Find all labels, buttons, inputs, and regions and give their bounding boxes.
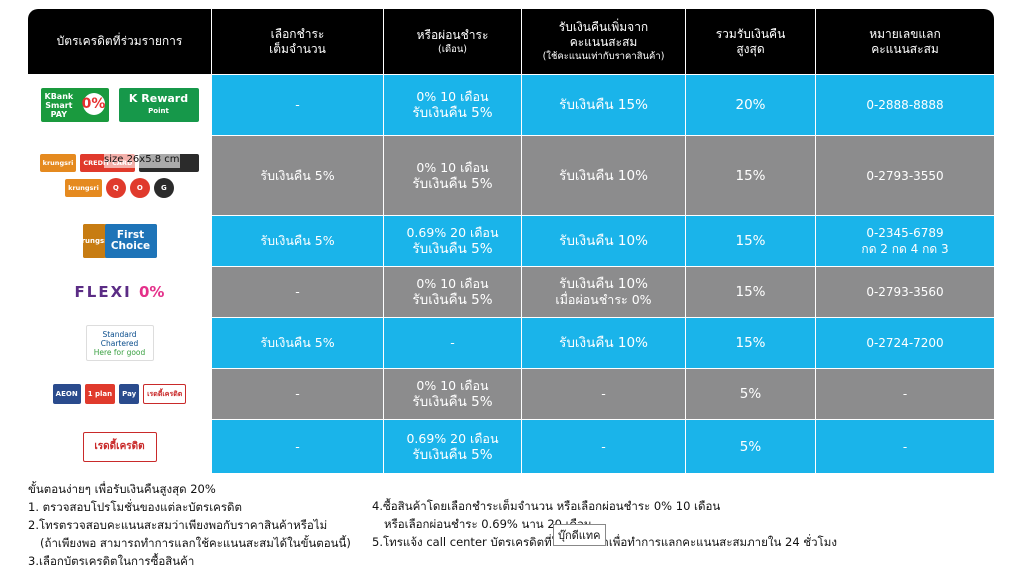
table-row: เรดดี้เครดิต - 0.69% 20 เดือน รับเงินคืน …: [28, 419, 994, 473]
installment-cell: 0.69% 20 เดือน รับเงินคืน 5%: [383, 215, 521, 266]
q-card-logo: Q: [105, 177, 126, 198]
krungsri-logo: krungsri: [65, 178, 102, 197]
card-logos: krungsri First Choice: [28, 215, 211, 266]
header-full-payment: เลือกชำระ เต็มจำนวน: [211, 9, 383, 74]
note-step-2: 2.โทรตรวจสอบคะแนนสะสมว่าเพียงพอกับราคาสิ…: [28, 518, 328, 532]
table-row: FLEXI 0% - 0% 10 เดือน รับเงินคืน 5% รับเ…: [28, 266, 994, 317]
full-payment-cell: -: [211, 419, 383, 473]
full-payment-cell: -: [211, 74, 383, 135]
phone-cell: -: [815, 419, 994, 473]
table-row: AEON 1 plan Pay เรดดี้เครดิต - 0% 10 เดื…: [28, 368, 994, 419]
tooltip: บุ๊กดีแทค: [553, 524, 606, 546]
ready-credit-logo: เรดดี้เครดิต: [143, 384, 187, 404]
aeon-logo: AEON: [52, 384, 81, 404]
kbank-smartpay-logo: KBank Smart PAY 0%: [40, 88, 109, 122]
installment-cell: 0.69% 20 เดือน รับเงินคืน 5%: [383, 419, 521, 473]
promo-table-container: บัตรเครดิตที่ร่วมรายการ เลือกชำระ เต็มจำ…: [28, 9, 994, 473]
ready-credit-logo: เรดดี้เครดิต: [82, 431, 157, 462]
phone-cell: 0-2724-7200: [815, 317, 994, 368]
header-redeem-number: หมายเลขแลก คะแนนสะสม: [815, 9, 994, 74]
installment-cell: 0% 10 เดือน รับเงินคืน 5%: [383, 74, 521, 135]
note-step-1: 1. ตรวจสอบโปรโมชั่นของแต่ละบัตรเครดิต: [28, 500, 242, 514]
steps-notes-right: 4.ซื้อสินค้าโดยเลือกชำระเต็มจำนวน หรือเล…: [372, 497, 837, 551]
header-points-cashback: รับเงินคืนเพิ่มจาก คะแนนสะสม (ใช้คะแนนเท่…: [521, 9, 685, 74]
credit-card-promo-table: บัตรเครดิตที่ร่วมรายการ เลือกชำระ เต็มจำ…: [28, 9, 994, 473]
card-logos: KBank Smart PAY 0% K Reward Point: [28, 74, 211, 135]
note-step-4: 4.ซื้อสินค้าโดยเลือกชำระเต็มจำนวน หรือเล…: [372, 499, 721, 513]
total-cell: 20%: [685, 74, 815, 135]
first-choice-logo: krungsri First Choice: [77, 224, 157, 258]
table-row: krungsri CREDIT CARD krungsri Q O G size…: [28, 135, 994, 215]
table-header-row: บัตรเครดิตที่ร่วมรายการ เลือกชำระ เต็มจำ…: [28, 9, 994, 74]
notes-title: ขั้นตอนง่ายๆ เพื่อรับเงินคืนสูงสุด 20%: [28, 482, 216, 496]
total-cell: 15%: [685, 266, 815, 317]
flexi-logo: FLEXI 0%: [74, 282, 165, 301]
phone-cell: 0-2793-3560: [815, 266, 994, 317]
phone-cell: -: [815, 368, 994, 419]
total-cell: 5%: [685, 368, 815, 419]
points-cell: รับเงินคืน 15%: [521, 74, 685, 135]
g-plan-logo: G: [153, 177, 174, 198]
krungsri-logo: krungsri: [39, 153, 77, 172]
table-row: Standard Chartered Here for good รับเงินคื…: [28, 317, 994, 368]
total-cell: 15%: [685, 135, 815, 215]
full-payment-cell: -: [211, 368, 383, 419]
phone-cell: 0-2888-8888: [815, 74, 994, 135]
card-logos: AEON 1 plan Pay เรดดี้เครดิต: [28, 368, 211, 419]
full-payment-cell: รับเงินคืน 5%: [211, 215, 383, 266]
standard-chartered-logo: Standard Chartered Here for good: [85, 325, 154, 361]
card-logos: Standard Chartered Here for good: [28, 317, 211, 368]
pay-logo: Pay: [119, 384, 140, 404]
points-cell: รับเงินคืน 10%: [521, 215, 685, 266]
header-installment: หรือผ่อนชำระ (เดือน): [383, 9, 521, 74]
one-plan-logo: 1 plan: [84, 384, 116, 404]
note-step-3: 3.เลือกบัตรเครดิตในการซื้อสินค้า: [28, 554, 195, 568]
steps-notes-left: ขั้นตอนง่ายๆ เพื่อรับเงินคืนสูงสุด 20% 1…: [28, 480, 351, 570]
header-total-cashback: รวมรับเงินคืน สูงสุด: [685, 9, 815, 74]
installment-cell: -: [383, 317, 521, 368]
k-reward-logo: K Reward Point: [118, 88, 199, 122]
o-card-logo: O: [129, 177, 150, 198]
note-step-4-detail: หรือเลือกผ่อนชำระ 0.69% นาน 20 เดือน: [384, 517, 592, 531]
size-placeholder-text: size 26x5.8 cm: [104, 152, 180, 168]
header-cards: บัตรเครดิตที่ร่วมรายการ: [28, 9, 211, 74]
phone-cell: 0-2793-3550: [815, 135, 994, 215]
installment-cell: 0% 10 เดือน รับเงินคืน 5%: [383, 368, 521, 419]
table-row: krungsri First Choice รับเงินคืน 5% 0.69%…: [28, 215, 994, 266]
installment-cell: 0% 10 เดือน รับเงินคืน 5%: [383, 266, 521, 317]
note-step-2-detail: (ถ้าเพียงพอ สามารถทำการแลกใช้คะแนนสะสมได…: [40, 536, 351, 550]
points-cell: รับเงินคืน 10%: [521, 317, 685, 368]
points-cell: -: [521, 368, 685, 419]
card-logos: เรดดี้เครดิต: [28, 419, 211, 473]
card-logos: FLEXI 0%: [28, 266, 211, 317]
phone-cell: 0-2345-6789 กด 2 กด 4 กด 3: [815, 215, 994, 266]
points-cell: รับเงินคืน 10% เมื่อผ่อนชำระ 0%: [521, 266, 685, 317]
full-payment-cell: -: [211, 266, 383, 317]
installment-cell: 0% 10 เดือน รับเงินคืน 5%: [383, 135, 521, 215]
points-cell: -: [521, 419, 685, 473]
full-payment-cell: รับเงินคืน 5%: [211, 317, 383, 368]
total-cell: 15%: [685, 215, 815, 266]
total-cell: 15%: [685, 317, 815, 368]
points-cell: รับเงินคืน 10%: [521, 135, 685, 215]
card-logos: krungsri CREDIT CARD krungsri Q O G size…: [28, 135, 211, 215]
table-row: KBank Smart PAY 0% K Reward Point - 0% 10 เด…: [28, 74, 994, 135]
full-payment-cell: รับเงินคืน 5%: [211, 135, 383, 215]
total-cell: 5%: [685, 419, 815, 473]
